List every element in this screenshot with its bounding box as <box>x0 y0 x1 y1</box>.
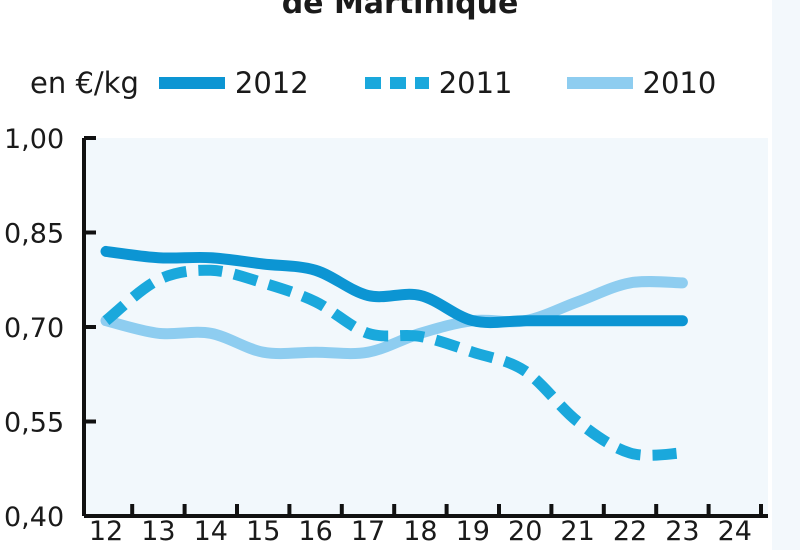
x-tick-label: 17 <box>351 516 385 547</box>
data-point-2012 <box>105 250 107 252</box>
data-point-2011 <box>681 452 683 454</box>
data-point-2012 <box>472 320 474 322</box>
data-point-2011 <box>210 269 212 271</box>
data-point-2010 <box>315 351 317 353</box>
y-tick-label: 1,00 <box>4 124 64 155</box>
data-point-2010 <box>210 332 212 334</box>
legend-label-2011: 2011 <box>438 66 513 100</box>
legend-item-2012: 2012 <box>157 66 309 100</box>
x-tick-label: 14 <box>194 516 228 547</box>
legend-swatch-2010 <box>566 77 633 89</box>
data-point-2010 <box>262 351 264 353</box>
data-point-2012 <box>681 320 683 322</box>
data-point-2011 <box>315 301 317 303</box>
data-point-2010 <box>629 282 631 284</box>
data-point-2012 <box>419 295 421 297</box>
data-point-2011 <box>262 282 264 284</box>
data-point-2010 <box>367 351 369 353</box>
legend-item-2010: 2010 <box>565 66 717 100</box>
chart-title: de Martinique <box>281 0 519 21</box>
y-tick-label: 0,70 <box>4 313 64 344</box>
y-tick-label: 0,40 <box>4 502 64 533</box>
data-point-2011 <box>472 351 474 353</box>
data-point-2012 <box>577 320 579 322</box>
data-point-2011 <box>524 370 526 372</box>
data-point-2012 <box>157 257 159 259</box>
x-tick-label: 13 <box>141 516 175 547</box>
x-tick-label: 23 <box>665 516 699 547</box>
data-point-2012 <box>367 295 369 297</box>
x-tick-label: 16 <box>298 516 332 547</box>
page-side-band <box>772 0 800 550</box>
x-tick-label: 20 <box>508 516 542 547</box>
legend-label-2012: 2012 <box>234 66 309 100</box>
y-tick-label: 0,85 <box>4 219 64 250</box>
x-tick-label: 18 <box>403 516 437 547</box>
chart-legend: en €/kg 2012 2011 2010 <box>30 63 768 103</box>
unit-label: en €/kg <box>30 66 139 100</box>
data-point-2012 <box>210 257 212 259</box>
data-point-2011 <box>629 452 631 454</box>
legend-swatch-2011 <box>364 77 429 89</box>
data-point-2010 <box>157 332 159 334</box>
data-point-2011 <box>577 421 579 423</box>
x-tick-label: 22 <box>613 516 647 547</box>
legend-swatch-2012 <box>158 77 225 89</box>
data-point-2011 <box>419 335 421 337</box>
x-tick-label: 12 <box>89 516 123 547</box>
data-point-2010 <box>577 301 579 303</box>
data-point-2012 <box>262 263 264 265</box>
x-tick-label: 21 <box>560 516 594 547</box>
x-tick-label: 19 <box>456 516 490 547</box>
series-line-2010 <box>100 276 688 360</box>
data-point-2011 <box>105 320 107 322</box>
legend-item-2011: 2011 <box>361 66 513 100</box>
legend-label-2010: 2010 <box>642 66 717 100</box>
y-tick-label: 0,55 <box>4 408 64 439</box>
data-point-2012 <box>524 320 526 322</box>
x-tick-label: 15 <box>246 516 280 547</box>
data-point-2012 <box>315 269 317 271</box>
series-line-2012 <box>100 245 688 329</box>
series-line-2011 <box>102 264 683 461</box>
data-point-2012 <box>629 320 631 322</box>
data-point-2010 <box>681 282 683 284</box>
data-point-2011 <box>367 332 369 334</box>
x-tick-label: 24 <box>718 516 752 547</box>
data-point-2011 <box>157 279 159 281</box>
